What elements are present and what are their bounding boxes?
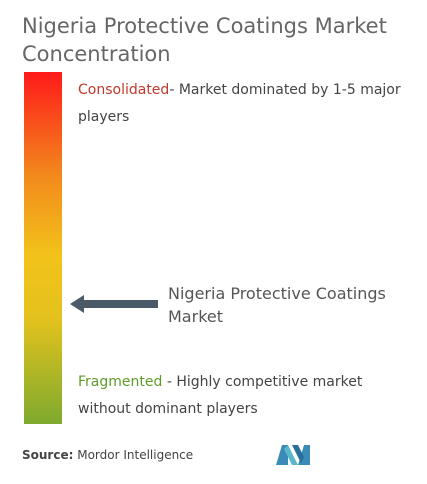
source-name: Mordor Intelligence [73,448,194,462]
consolidated-description: Consolidated- Market dominated by 1-5 ma… [78,77,413,131]
concentration-gradient-bar [24,72,62,424]
market-pointer-label: Nigeria Protective Coatings Market [168,284,386,327]
fragmented-description: Fragmented - Highly competitive market w… [78,369,413,423]
source-note: Source: Mordor Intelligence [22,448,193,462]
consolidated-label: Consolidated [78,82,170,98]
source-prefix: Source: [22,448,74,462]
chart-title: Nigeria Protective Coatings Market Conce… [22,14,387,66]
consolidated-text: - Market dominated by 1-5 major players [78,82,401,125]
fragmented-text: - Highly competitive market without domi… [78,374,363,417]
fragmented-label: Fragmented [78,374,163,390]
arrow-shape [70,295,158,314]
mordor-logo-icon [276,445,310,465]
market-position-arrow [70,295,158,314]
